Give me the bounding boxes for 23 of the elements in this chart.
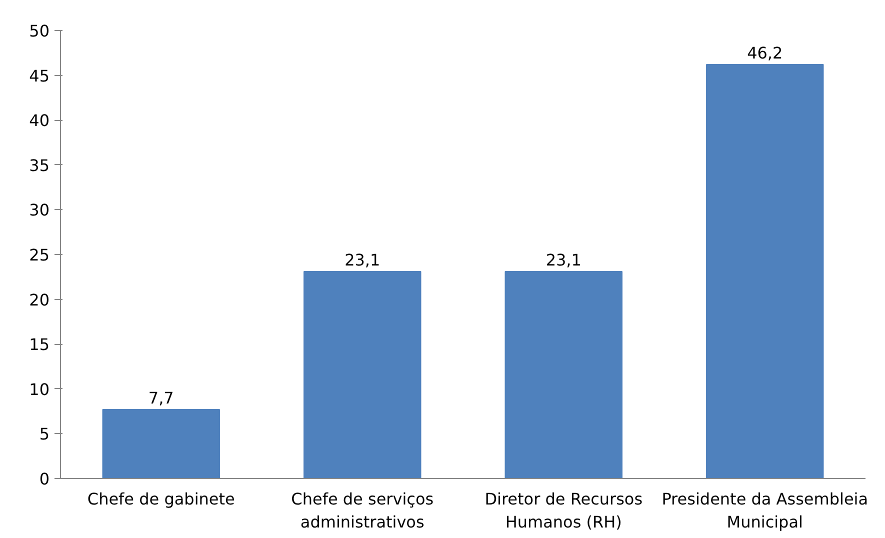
x-tick-label: Chefe de gabinete [87,490,235,508]
y-tick-label: 40 [29,111,50,130]
y-tick-label: 10 [29,380,50,399]
y-tick-label: 35 [29,156,50,175]
y-tick-label: 25 [29,246,50,264]
y-tick-label: 20 [29,290,50,310]
data-label: 7,7 [148,388,174,408]
bar [304,271,422,478]
y-tick-label: 15 [29,335,50,354]
y-tick-label: 45 [29,66,50,86]
y-tick-label: 30 [29,200,50,220]
bar [504,271,622,478]
x-tick-label: Chefe de serviços administrativos [291,490,434,532]
x-tick-label: Presidente da Assembleia Municipal [662,490,868,532]
data-label: 23,1 [344,250,380,270]
x-tick-label: Diretor de Recursos Humanos (RH) [484,490,643,532]
data-label: 23,1 [546,250,582,270]
bar [706,64,824,478]
y-tick-label: 0 [39,470,50,488]
data-label: 46,2 [747,44,783,63]
y-tick-label: 5 [39,424,50,444]
bar [102,409,220,478]
y-tick-label: 50 [29,22,50,40]
